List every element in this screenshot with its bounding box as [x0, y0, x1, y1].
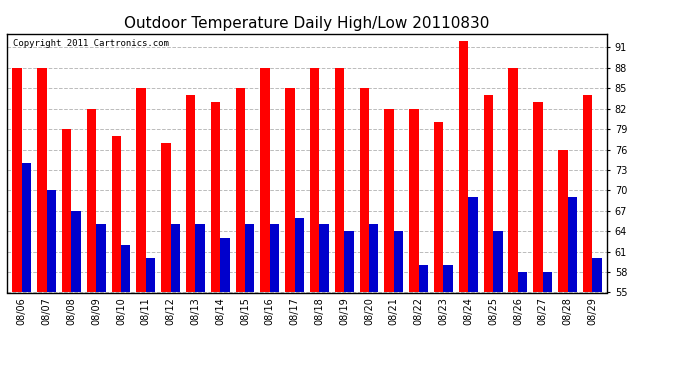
- Bar: [583, 95, 592, 292]
- Bar: [459, 40, 469, 292]
- Bar: [170, 224, 180, 292]
- Bar: [112, 136, 121, 292]
- Bar: [161, 143, 170, 292]
- Bar: [211, 102, 220, 292]
- Bar: [87, 109, 96, 292]
- Bar: [121, 245, 130, 292]
- Bar: [270, 224, 279, 292]
- Bar: [71, 211, 81, 292]
- Bar: [558, 150, 567, 292]
- Bar: [137, 88, 146, 292]
- Bar: [493, 231, 502, 292]
- Bar: [96, 224, 106, 292]
- Bar: [394, 231, 403, 292]
- Bar: [344, 231, 354, 292]
- Bar: [220, 238, 230, 292]
- Bar: [409, 109, 419, 292]
- Bar: [469, 197, 477, 292]
- Bar: [335, 68, 344, 292]
- Bar: [186, 95, 195, 292]
- Text: Copyright 2011 Cartronics.com: Copyright 2011 Cartronics.com: [13, 39, 169, 48]
- Bar: [419, 265, 428, 292]
- Bar: [518, 272, 527, 292]
- Title: Outdoor Temperature Daily High/Low 20110830: Outdoor Temperature Daily High/Low 20110…: [124, 16, 490, 31]
- Bar: [509, 68, 518, 292]
- Bar: [47, 190, 56, 292]
- Bar: [235, 88, 245, 292]
- Bar: [359, 88, 369, 292]
- Bar: [484, 95, 493, 292]
- Bar: [319, 224, 329, 292]
- Bar: [260, 68, 270, 292]
- Bar: [592, 258, 602, 292]
- Bar: [62, 129, 71, 292]
- Bar: [567, 197, 577, 292]
- Bar: [146, 258, 155, 292]
- Bar: [543, 272, 552, 292]
- Bar: [369, 224, 379, 292]
- Bar: [533, 102, 543, 292]
- Bar: [384, 109, 394, 292]
- Bar: [22, 163, 31, 292]
- Bar: [285, 88, 295, 292]
- Bar: [245, 224, 255, 292]
- Bar: [12, 68, 22, 292]
- Bar: [195, 224, 205, 292]
- Bar: [434, 122, 444, 292]
- Bar: [444, 265, 453, 292]
- Bar: [37, 68, 47, 292]
- Bar: [310, 68, 319, 292]
- Bar: [295, 217, 304, 292]
